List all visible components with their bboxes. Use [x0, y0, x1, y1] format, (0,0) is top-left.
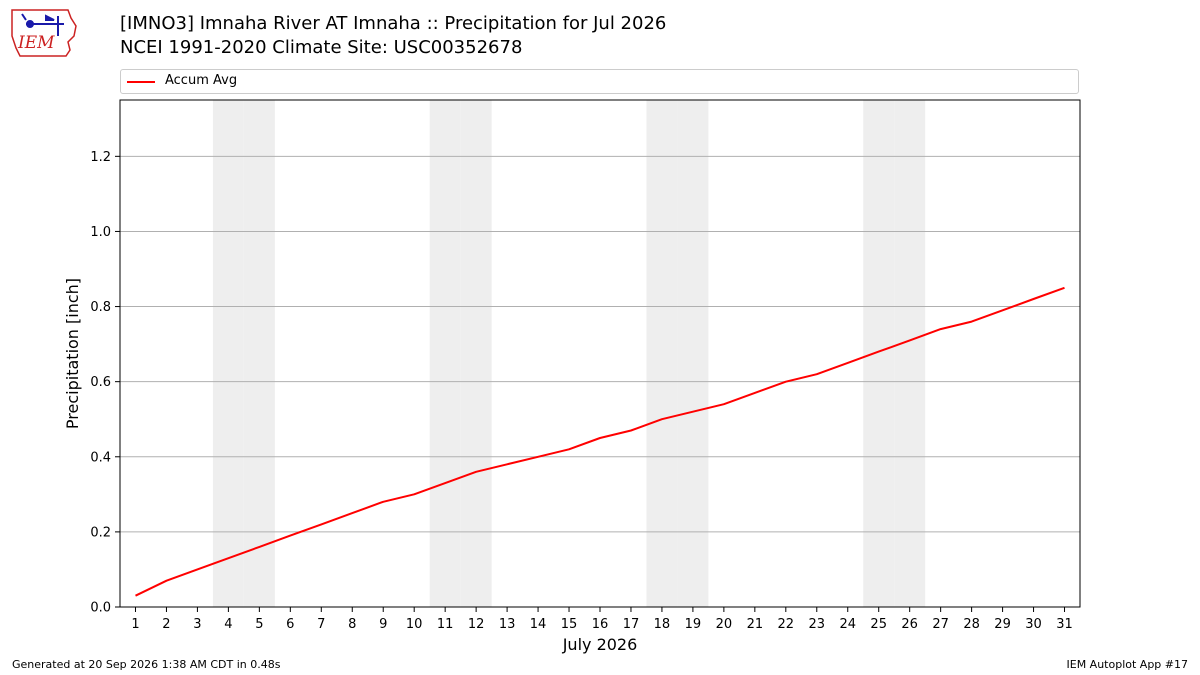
x-tick-label: 24	[839, 617, 856, 632]
weather-station-icon	[21, 13, 64, 36]
x-tick-label: 13	[499, 617, 516, 632]
x-tick-label: 16	[592, 617, 609, 632]
x-tick-label: 6	[286, 617, 294, 632]
x-tick-label: 15	[561, 617, 578, 632]
x-tick-label: 1	[131, 617, 139, 632]
weekend-band	[646, 100, 678, 607]
weekend-band	[429, 100, 461, 607]
x-tick-label: 27	[932, 617, 949, 632]
y-tick-label: 0.2	[90, 525, 111, 540]
x-tick-label: 5	[255, 617, 263, 632]
weekend-band	[460, 100, 492, 607]
series-line-accum-avg	[135, 286, 1065, 597]
x-tick-label: 12	[468, 617, 485, 632]
iowa-outline-icon	[11, 9, 77, 57]
logo-text: IEM	[17, 33, 55, 53]
x-tick-label: 7	[317, 617, 325, 632]
x-tick-label: 25	[870, 617, 887, 632]
x-tick-label: 23	[809, 617, 826, 632]
x-tick-label: 21	[747, 617, 764, 632]
y-tick-label: 0.6	[90, 375, 111, 390]
x-tick-label: 19	[685, 617, 702, 632]
x-tick-label: 30	[1025, 617, 1042, 632]
x-tick-label: 26	[901, 617, 918, 632]
x-tick-label: 18	[654, 617, 671, 632]
x-tick-label: 3	[193, 617, 201, 632]
y-tick-label: 1.0	[90, 225, 111, 240]
y-tick-label: 0.8	[90, 300, 111, 315]
x-tick-label: 31	[1056, 617, 1073, 632]
x-tick-label: 28	[963, 617, 980, 632]
x-tick-label: 4	[224, 617, 232, 632]
x-tick-label: 2	[162, 617, 170, 632]
x-tick-label: 9	[379, 617, 387, 632]
iem-logo: IEM	[11, 9, 77, 57]
y-tick-label: 1.2	[90, 150, 111, 165]
legend-swatch	[127, 81, 155, 83]
x-tick-label: 10	[406, 617, 423, 632]
generated-timestamp: Generated at 20 Sep 2026 1:38 AM CDT in …	[12, 658, 281, 671]
x-tick-label: 14	[530, 617, 547, 632]
x-tick-label: 22	[778, 617, 795, 632]
weekend-band	[863, 100, 895, 607]
chart-title: [IMNO3] Imnaha River AT Imnaha :: Precip…	[120, 13, 667, 34]
y-axis-label: Precipitation [inch]	[63, 278, 82, 429]
chart-subtitle: NCEI 1991-2020 Climate Site: USC00352678	[120, 37, 523, 58]
x-axis-label: July 2026	[562, 635, 638, 654]
x-tick-label: 20	[716, 617, 733, 632]
x-tick-label: 29	[994, 617, 1011, 632]
weekend-band	[894, 100, 926, 607]
weekend-band	[243, 100, 275, 607]
x-tick-label: 11	[437, 617, 454, 632]
legend: Accum Avg	[120, 69, 1079, 94]
weekend-band	[212, 100, 244, 607]
x-tick-label: 8	[348, 617, 356, 632]
x-tick-label: 17	[623, 617, 640, 632]
y-tick-label: 0.0	[90, 601, 111, 616]
weekend-band	[677, 100, 709, 607]
y-tick-label: 0.4	[90, 450, 111, 465]
app-credit: IEM Autoplot App #17	[1066, 658, 1189, 671]
legend-label: Accum Avg	[165, 73, 238, 88]
